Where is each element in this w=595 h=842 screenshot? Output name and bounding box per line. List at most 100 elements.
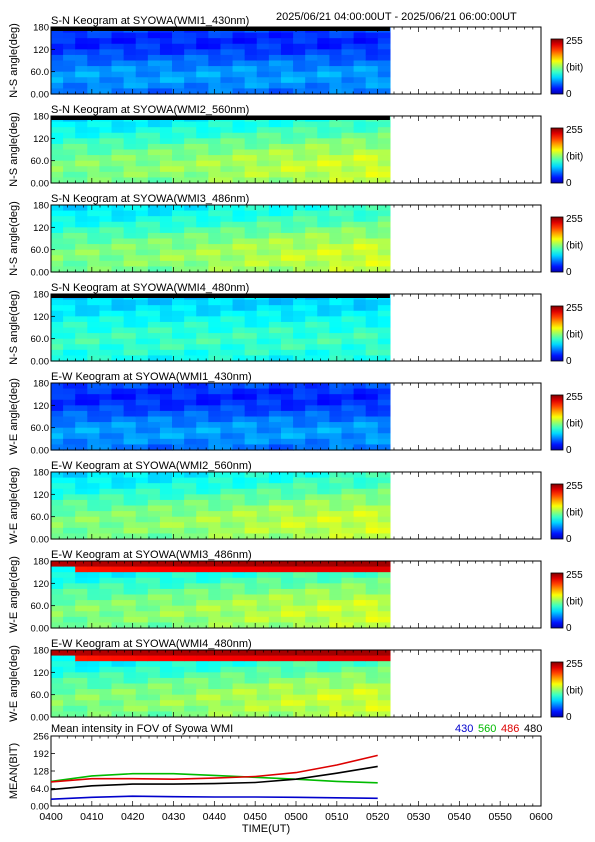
heatmap-cell (172, 321, 185, 329)
heatmap-cell (208, 244, 222, 251)
heatmap-cell (184, 700, 197, 707)
heatmap-cell (75, 611, 88, 618)
heatmap-cell (147, 444, 161, 451)
heatmap-cell (51, 666, 64, 673)
heatmap-cell (208, 533, 222, 540)
heatmap-cell (208, 155, 222, 162)
heatmap-cell (305, 344, 318, 351)
heatmap-cell (99, 611, 113, 618)
heatmap-cell (268, 132, 282, 139)
heatmap-cell (184, 616, 197, 624)
heatmap-cell (293, 650, 306, 657)
heatmap-cell (317, 255, 330, 262)
heatmap-cell (232, 522, 246, 529)
heatmap-cell (135, 160, 149, 167)
heatmap-cell (147, 661, 161, 668)
heatmap-cell (63, 527, 76, 535)
heatmap-cell (220, 38, 234, 45)
heatmap-cell (268, 49, 282, 56)
heatmap-cell (220, 43, 234, 50)
heatmap-cell (317, 483, 330, 490)
legend-entry: 486 (501, 723, 519, 735)
series-line-486 (50, 754, 378, 783)
heatmap-cell (353, 527, 367, 535)
heatmap-cell (208, 605, 222, 612)
heatmap-cell (75, 166, 88, 173)
heatmap-cell (184, 516, 197, 523)
heatmap-cell (135, 444, 149, 451)
heatmap-cell (184, 127, 197, 134)
heatmap-cell (75, 444, 88, 451)
y-tick-label: 60.0 (31, 67, 50, 78)
heatmap-cell (63, 405, 76, 412)
heatmap-cell (244, 327, 258, 334)
heatmap-cell (293, 700, 306, 707)
heatmap-cell (377, 689, 391, 696)
heatmap-cell (377, 221, 391, 228)
heatmap-cell (147, 561, 161, 568)
heatmap-cell (353, 132, 367, 139)
heatmap-cell (99, 132, 113, 139)
heatmap-cell (244, 143, 258, 151)
heatmap-cell (220, 383, 234, 390)
heatmap-cell (353, 66, 367, 73)
heatmap-cell (293, 355, 306, 362)
series-line-430 (50, 795, 378, 800)
heatmap-cell (317, 333, 330, 340)
heatmap-cell (268, 77, 282, 84)
y-tick-label: 120 (33, 579, 49, 590)
heatmap-cell (87, 38, 101, 45)
heatmap-cell (75, 171, 88, 179)
heatmap-cell (111, 121, 125, 128)
heatmap-cell (305, 310, 318, 317)
panel-title: S-N Keogram at SYOWA(WMI4_480nm) (51, 282, 249, 294)
heatmap-cell (317, 611, 330, 618)
heatmap-cell (353, 54, 367, 62)
heatmap-cell (184, 166, 197, 173)
heatmap-cell (244, 616, 258, 624)
heatmap-cell (184, 405, 197, 412)
heatmap-cell (341, 616, 355, 624)
heatmap-cell (329, 221, 343, 228)
heatmap-cell (87, 43, 101, 50)
heatmap-cell (256, 655, 270, 662)
heatmap-cell (63, 416, 76, 423)
heatmap-cell (329, 88, 343, 95)
heatmap-cell (135, 49, 149, 56)
heatmap-cell (184, 683, 197, 690)
heatmap-cell (184, 238, 197, 245)
heatmap-cell (293, 77, 306, 84)
heatmap-cell (99, 399, 113, 406)
heatmap-cell (196, 54, 209, 62)
heatmap-cell (268, 488, 282, 495)
heatmap-cell (135, 705, 149, 713)
heatmap-cell (196, 221, 209, 228)
heatmap-cell (365, 655, 379, 662)
heatmap-cell (293, 155, 306, 162)
heatmap-cell (172, 227, 185, 234)
heatmap-cell (135, 672, 149, 679)
heatmap-cell (75, 433, 88, 440)
keogram-panel: S-N Keogram at SYOWA(WMI3_486nm)0.0060.0… (8, 193, 583, 279)
heatmap-cell (99, 43, 113, 50)
colorbar (550, 394, 564, 451)
heatmap-cell (341, 600, 355, 607)
heatmap-cell (268, 216, 282, 223)
heatmap-cell (377, 127, 391, 134)
heatmap-cell (377, 472, 391, 479)
heatmap-cell (329, 488, 343, 495)
heatmap-cell (75, 205, 88, 212)
heatmap-cell (365, 483, 379, 490)
heatmap-cell (123, 655, 137, 662)
heatmap-cell (196, 533, 209, 540)
heatmap-cell (87, 522, 101, 529)
keogram-panel: E-W Keogram at SYOWA(WMI1_430nm)0.0060.0… (8, 371, 583, 457)
heatmap-cell (51, 266, 64, 273)
x-tick-label: 0430 (162, 811, 186, 823)
heatmap-cell (87, 244, 101, 251)
heatmap-cell (196, 383, 209, 390)
heatmap-cell (51, 132, 64, 139)
heatmap-cell (329, 171, 343, 179)
heatmap-cell (63, 38, 76, 45)
heatmap-cell (87, 132, 101, 139)
